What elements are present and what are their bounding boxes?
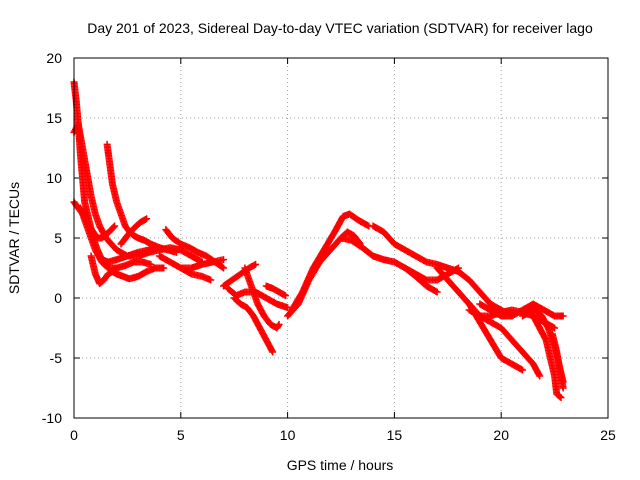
axis-ticks: 0 5 10 15 20 25 -10 -5 0 5 10 15 20 <box>42 50 616 443</box>
x-tick-label: 20 <box>493 427 509 443</box>
data-series-track-17 <box>288 210 373 314</box>
data-point <box>559 312 567 320</box>
data-series-track-13 <box>241 264 283 332</box>
y-tick-label: 15 <box>46 110 62 126</box>
data-series-track-24 <box>476 300 567 320</box>
y-tick-label: 20 <box>46 50 62 66</box>
x-tick-label: 5 <box>177 427 185 443</box>
y-tick-label: -5 <box>50 350 63 366</box>
y-tick-label: 5 <box>54 230 62 246</box>
data-point <box>557 394 565 402</box>
data-point <box>220 256 228 264</box>
data-point <box>536 372 544 380</box>
data-series-track-21 <box>401 264 441 296</box>
data-series-track-28 <box>548 330 567 392</box>
data-point <box>519 366 527 374</box>
data-series-track-07 <box>117 215 151 248</box>
grid-lines <box>74 58 608 418</box>
data-point <box>143 215 151 223</box>
chart-title: Day 201 of 2023, Sidereal Day-to-day VTE… <box>87 20 593 36</box>
data-point <box>269 348 277 356</box>
data-point <box>220 264 228 272</box>
data-series-track-12 <box>224 284 292 312</box>
data-point <box>454 264 462 272</box>
x-axis-label: GPS time / hours <box>287 457 394 473</box>
y-axis-label: SDTVAR / TECUs <box>6 182 22 294</box>
data-series-track-05 <box>87 252 168 288</box>
data-series-track-14 <box>230 294 277 356</box>
data-points <box>70 78 567 402</box>
data-series-track-25 <box>465 300 544 380</box>
data-point <box>556 393 564 401</box>
data-series-track-10 <box>177 264 215 284</box>
x-tick-label: 15 <box>387 427 403 443</box>
y-tick-label: 0 <box>54 290 62 306</box>
data-point <box>111 222 119 230</box>
x-tick-label: 0 <box>70 427 78 443</box>
data-point <box>281 292 289 300</box>
data-series-track-02 <box>70 120 206 266</box>
data-series-track-20 <box>369 252 462 284</box>
data-point <box>173 248 181 256</box>
data-series-track-18 <box>337 234 377 260</box>
data-point <box>218 263 226 271</box>
data-series-track-04 <box>76 204 119 242</box>
data-series-track-27 <box>529 312 565 402</box>
y-tick-label: -10 <box>42 410 62 426</box>
data-point <box>559 384 567 392</box>
plot-area-frame <box>73 57 609 419</box>
data-point <box>275 320 283 328</box>
data-point <box>207 276 215 284</box>
data-series-track-15 <box>262 282 289 300</box>
x-tick-label: 10 <box>280 427 296 443</box>
data-point <box>110 223 118 231</box>
data-point <box>252 260 260 268</box>
data-point <box>433 288 441 296</box>
y-tick-label: 10 <box>46 170 62 186</box>
data-point <box>551 324 559 332</box>
data-point <box>160 264 168 272</box>
x-tick-label: 25 <box>600 427 616 443</box>
